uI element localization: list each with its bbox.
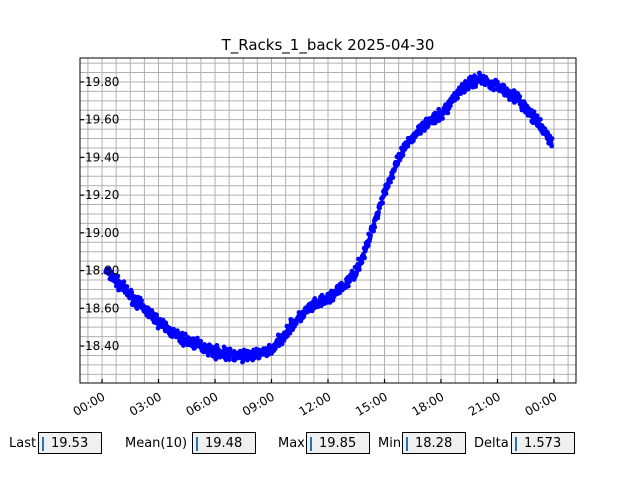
delta-label: Delta (474, 436, 509, 451)
data-point (388, 179, 393, 185)
data-point (440, 116, 445, 121)
y-tick-label: 18.60 (85, 301, 119, 315)
data-point (371, 228, 376, 234)
data-point (365, 242, 371, 248)
x-tick-label: 06:00 (184, 389, 221, 418)
chart: T_Racks_1_back 2025-04-30 18.40 18.60 18.8… (71, 36, 577, 419)
x-tick-label: 15:00 (353, 389, 390, 418)
data-point (376, 209, 381, 215)
data-point (287, 330, 293, 336)
y-tick-label: 18.80 (85, 264, 119, 278)
max-label: Max (278, 436, 305, 451)
max-value-field[interactable]: 19.85 (306, 432, 370, 454)
data-point (139, 298, 144, 304)
data-point (368, 232, 373, 238)
x-tick-label: 18:00 (410, 389, 447, 418)
data-point (380, 200, 386, 206)
x-tick-label: 00:00 (523, 389, 560, 418)
data-point (405, 143, 411, 149)
last-value-field[interactable]: 19.53 (38, 432, 102, 454)
data-point (356, 267, 362, 272)
data-point (372, 224, 378, 230)
data-point (359, 260, 365, 266)
min-label: Min (378, 436, 402, 451)
data-point (400, 152, 406, 158)
x-tick-label: 00:00 (71, 389, 108, 418)
data-point (534, 113, 540, 119)
last-label: Last (9, 436, 37, 451)
y-tick-label: 19.20 (85, 188, 119, 202)
data-point (436, 106, 442, 112)
data-point (418, 131, 424, 136)
y-tick-label: 19.40 (85, 150, 119, 164)
data-point (198, 338, 204, 344)
data-point (180, 343, 186, 348)
data-point (385, 184, 391, 189)
data-point (549, 143, 555, 149)
x-tick-label: 09:00 (240, 389, 277, 418)
data-point (383, 191, 389, 196)
data-point (301, 313, 307, 319)
data-point (115, 273, 121, 279)
y-tick-label: 19.60 (85, 113, 119, 127)
data-point (549, 136, 555, 142)
y-tick-label: 19.00 (85, 226, 119, 240)
mean-label: Mean(10) (125, 436, 188, 451)
mean-value-field[interactable]: 19.48 (192, 432, 256, 454)
data-point (447, 103, 453, 109)
data-point (227, 346, 233, 352)
data-point (531, 109, 537, 115)
chart-title: T_Racks_1_back 2025-04-30 (221, 36, 435, 55)
x-tick-label: 21:00 (466, 389, 503, 418)
data-point (362, 255, 367, 261)
x-tick-label: 12:00 (297, 389, 334, 418)
data-point (121, 279, 127, 285)
y-tick-label: 18.40 (85, 339, 119, 353)
data-point (129, 290, 135, 295)
y-tick-label: 19.80 (85, 75, 119, 89)
data-point (182, 331, 188, 337)
x-tick-label: 03:00 (127, 389, 164, 418)
data-point (445, 110, 451, 116)
data-point (124, 284, 130, 289)
data-point (345, 283, 351, 289)
data-point (461, 89, 467, 95)
data-point (226, 357, 232, 363)
data-point (538, 116, 543, 122)
data-point (517, 94, 523, 100)
data-point (545, 130, 550, 135)
min-value-field[interactable]: 18.28 (402, 432, 466, 454)
data-point (390, 175, 396, 181)
data-point (455, 95, 460, 101)
delta-value-field[interactable]: 1.573 (511, 432, 575, 454)
